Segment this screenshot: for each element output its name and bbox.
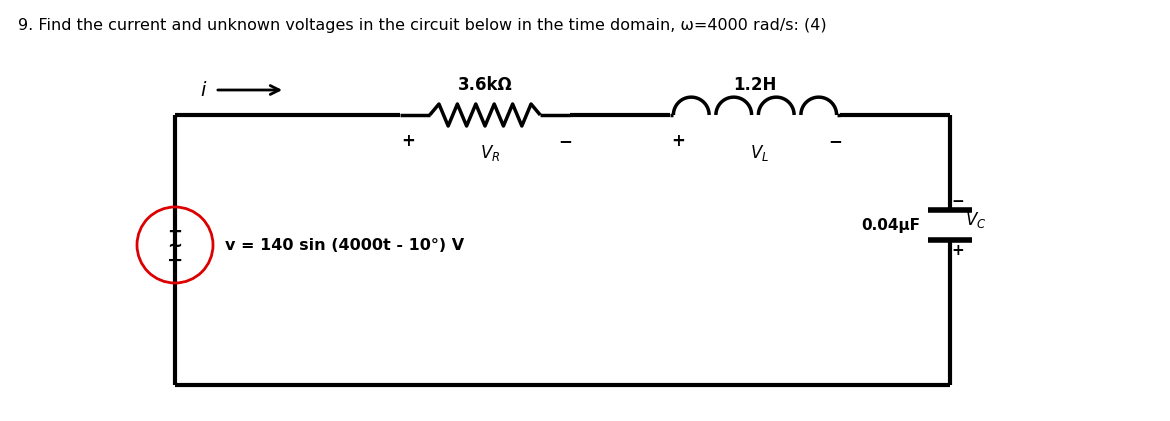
Text: 9. Find the current and unknown voltages in the circuit below in the time domain: 9. Find the current and unknown voltages… (18, 18, 827, 33)
Text: $V_C$: $V_C$ (965, 210, 986, 230)
Text: v = 140 sin (4000t - 10°) V: v = 140 sin (4000t - 10°) V (225, 237, 464, 253)
Text: 3.6kΩ: 3.6kΩ (457, 76, 512, 94)
Text: −: − (828, 132, 842, 150)
Text: −: − (951, 194, 964, 208)
Text: +: + (672, 132, 684, 150)
Text: +: + (951, 242, 964, 258)
Text: ~: ~ (167, 237, 183, 255)
Text: 0.04μF: 0.04μF (861, 218, 920, 232)
Text: +: + (401, 132, 415, 150)
Text: $V_L$: $V_L$ (750, 143, 770, 163)
Text: −: − (558, 132, 572, 150)
Text: $V_R$: $V_R$ (480, 143, 501, 163)
Text: 1.2H: 1.2H (734, 76, 777, 94)
Text: −: − (167, 250, 184, 269)
Text: $i$: $i$ (200, 80, 207, 99)
Text: +: + (167, 223, 183, 241)
